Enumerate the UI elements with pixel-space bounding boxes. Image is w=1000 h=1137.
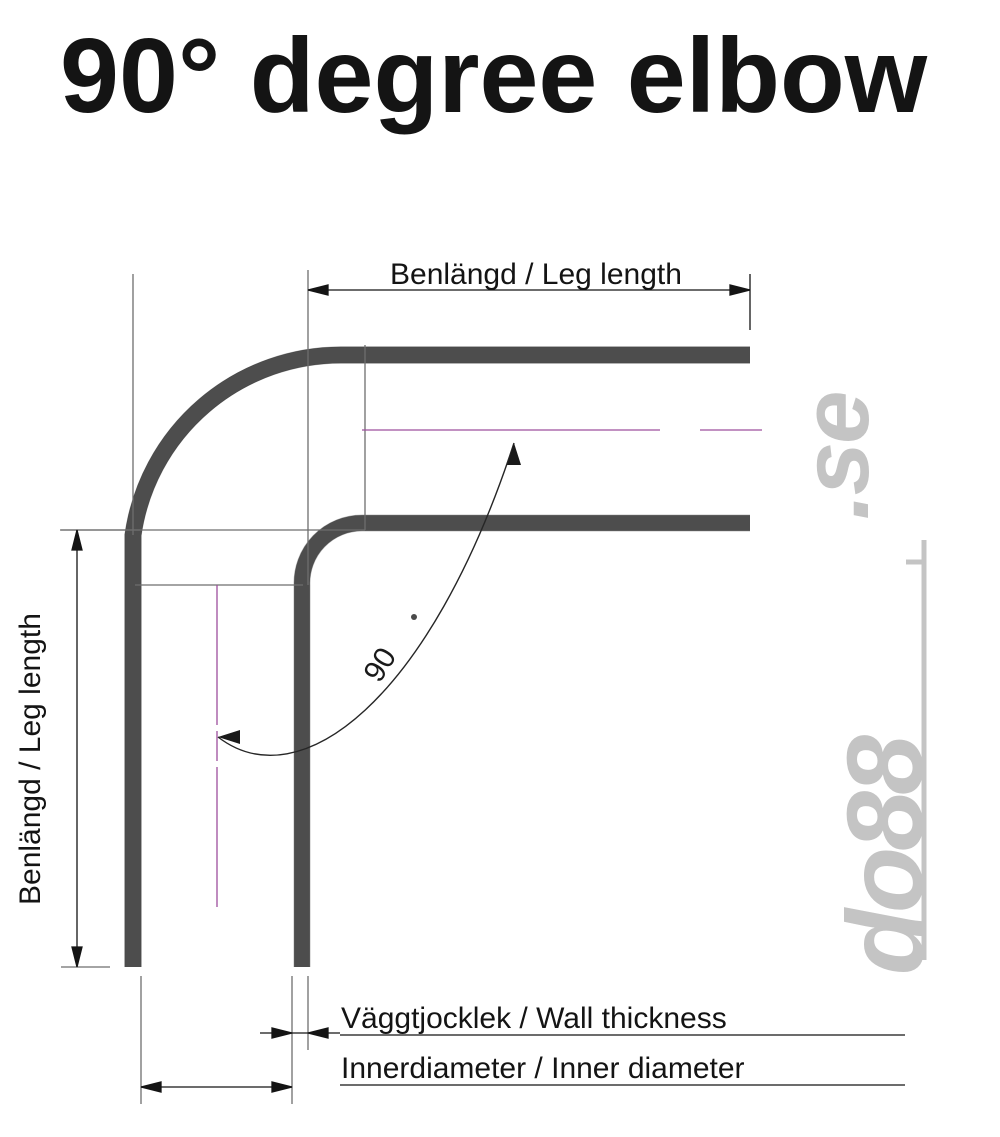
svg-text:Benlängd / Leg length: Benlängd / Leg length [14, 613, 47, 905]
svg-text:Benlängd / Leg length: Benlängd / Leg length [390, 258, 682, 291]
svg-text:90: 90 [357, 642, 403, 688]
svg-text:90° degree elbow: 90° degree elbow [60, 17, 928, 135]
svg-text:Väggtjocklek / Wall thickness: Väggtjocklek / Wall thickness [341, 1002, 727, 1035]
svg-text:Innerdiameter / Inner diameter: Innerdiameter / Inner diameter [341, 1052, 745, 1085]
svg-text:.se: .se [782, 393, 889, 520]
svg-text:do88: do88 [824, 735, 945, 975]
